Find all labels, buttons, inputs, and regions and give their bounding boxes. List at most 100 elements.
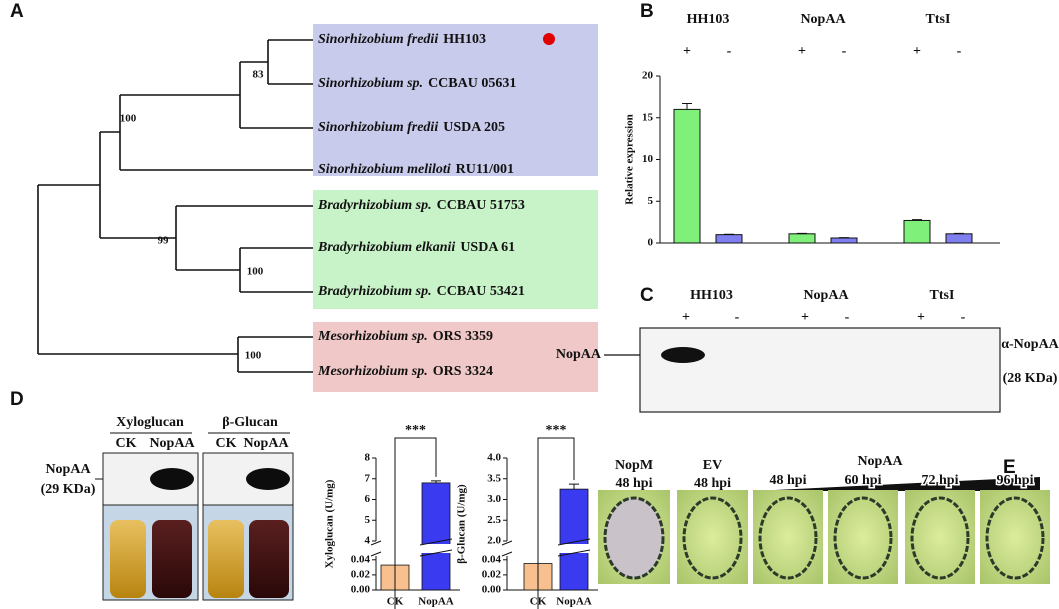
- time-label: 48 hpi: [770, 473, 807, 488]
- bootstrap: 100: [245, 350, 262, 362]
- lane-strain: HH103: [690, 288, 733, 303]
- y-tick-label: 0.00: [482, 584, 502, 596]
- lane-label: NopAA: [149, 436, 195, 451]
- leaf-photo: [980, 490, 1050, 584]
- series-sign: +: [913, 44, 921, 59]
- series-sign: +: [683, 44, 691, 59]
- strain: USDA 205: [443, 120, 505, 135]
- x-tick-label: NopAA: [556, 596, 592, 608]
- panel-letter: B: [640, 1, 654, 22]
- y-tick-label: 0.00: [351, 584, 371, 596]
- strain: USDA 61: [460, 240, 515, 255]
- axis-break: [502, 544, 589, 553]
- significance-bracket: [537, 437, 575, 609]
- genus: Mesorhizobium sp.: [317, 329, 428, 344]
- significance: ***: [405, 423, 426, 438]
- y-tick-label: 0.02: [482, 568, 502, 580]
- panel-letter: D: [10, 389, 24, 410]
- y-tick-label: 20: [642, 70, 654, 82]
- y-tick-label: 4: [365, 535, 371, 547]
- leaf-label: Mesorhizobium sp. ORS 3324: [317, 364, 493, 379]
- leaf-label: Mesorhizobium sp. ORS 3359: [317, 329, 493, 344]
- y-tick-label: 4.0: [487, 452, 501, 464]
- y-axis-label: Relative expression: [624, 114, 636, 205]
- band-label: NopAA: [45, 462, 91, 477]
- series-sign: +: [798, 44, 806, 59]
- bootstrap: 100: [120, 113, 137, 125]
- leaf-photos: [598, 490, 1050, 584]
- genus: Bradyrhizobium sp.: [317, 284, 432, 299]
- lane-label: CK: [116, 436, 137, 451]
- lane-strain: NopAA: [803, 288, 849, 303]
- bar: [559, 488, 589, 591]
- break-mark: [501, 538, 591, 557]
- infiltration-ring: [603, 496, 665, 580]
- y-tick-label: 0.02: [351, 568, 371, 580]
- break-mark: [370, 538, 453, 557]
- y-tick-label: 0.04: [351, 553, 371, 565]
- substrate: Xyloglucan: [116, 415, 184, 430]
- panel-letter: C: [640, 285, 654, 306]
- x-tick-label: NopAA: [418, 596, 454, 608]
- time-label: 60 hpi: [845, 473, 882, 488]
- control-time: 48 hpi: [694, 476, 731, 491]
- control-name: NopM: [615, 458, 653, 473]
- lane-strain: TtsI: [930, 288, 955, 303]
- leaf-label: Sinorhizobium sp. CCBAU 05631: [318, 76, 516, 91]
- infiltration-ring: [985, 496, 1045, 580]
- leaf-photo: [905, 490, 975, 584]
- tube: [152, 520, 192, 598]
- y-tick-label: 8: [365, 452, 371, 464]
- band: [661, 347, 705, 363]
- clade-box: [313, 24, 598, 176]
- strain: RU11/001: [456, 162, 514, 177]
- strain: CCBAU 53421: [437, 284, 525, 299]
- strain: CCBAU 05631: [428, 76, 516, 91]
- band: [150, 468, 194, 490]
- tube: [110, 520, 146, 598]
- tube: [208, 520, 244, 598]
- y-tick-label: 10: [642, 153, 654, 165]
- panel-letter: E: [1003, 457, 1016, 478]
- leaf-label: Bradyrhizobium sp. CCBAU 53421: [317, 284, 525, 299]
- group-label: NopAA: [800, 12, 846, 27]
- bar: [715, 234, 743, 244]
- lane-sign: +: [682, 310, 690, 325]
- bootstrap: 83: [253, 69, 265, 81]
- infiltration-ring: [758, 496, 818, 580]
- lane-label: NopAA: [243, 436, 289, 451]
- marker-dot: [543, 33, 555, 45]
- panel-letter: A: [10, 1, 24, 22]
- genus: Sinorhizobium meliloti: [318, 162, 451, 177]
- series-sign: -: [727, 44, 732, 59]
- error-bar: [431, 480, 441, 483]
- time-label: 96 hpi: [997, 473, 1034, 488]
- leaf-label: Sinorhizobium fredii USDA 205: [318, 120, 505, 135]
- lane-sign: -: [961, 310, 966, 325]
- strain: ORS 3324: [433, 364, 493, 379]
- axis-break: [371, 544, 451, 553]
- genus: Sinorhizobium sp.: [318, 76, 423, 91]
- bar: [421, 482, 451, 591]
- infiltration-ring: [682, 496, 743, 580]
- error-bar: [569, 483, 579, 490]
- treatment: NopAA: [857, 454, 903, 469]
- bootstrap: 100: [247, 266, 264, 278]
- lane-sign: +: [917, 310, 925, 325]
- y-tick-label: 5: [648, 195, 654, 207]
- leaf-photo: [753, 490, 823, 584]
- leaf-label: Sinorhizobium meliloti RU11/001: [318, 162, 514, 177]
- infiltration-ring: [910, 496, 970, 580]
- strain: CCBAU 51753: [437, 198, 525, 213]
- clade-box: [313, 322, 598, 392]
- genus: Bradyrhizobium elkanii: [317, 240, 455, 255]
- substrate: β-Glucan: [222, 415, 278, 430]
- clade-box: [313, 190, 598, 309]
- group-label: TtsI: [926, 12, 951, 27]
- strain: HH103: [443, 32, 486, 47]
- band: [246, 468, 290, 490]
- bar: [830, 237, 858, 244]
- infiltration-ring: [833, 496, 893, 580]
- band-size: (29 KDa): [41, 482, 96, 497]
